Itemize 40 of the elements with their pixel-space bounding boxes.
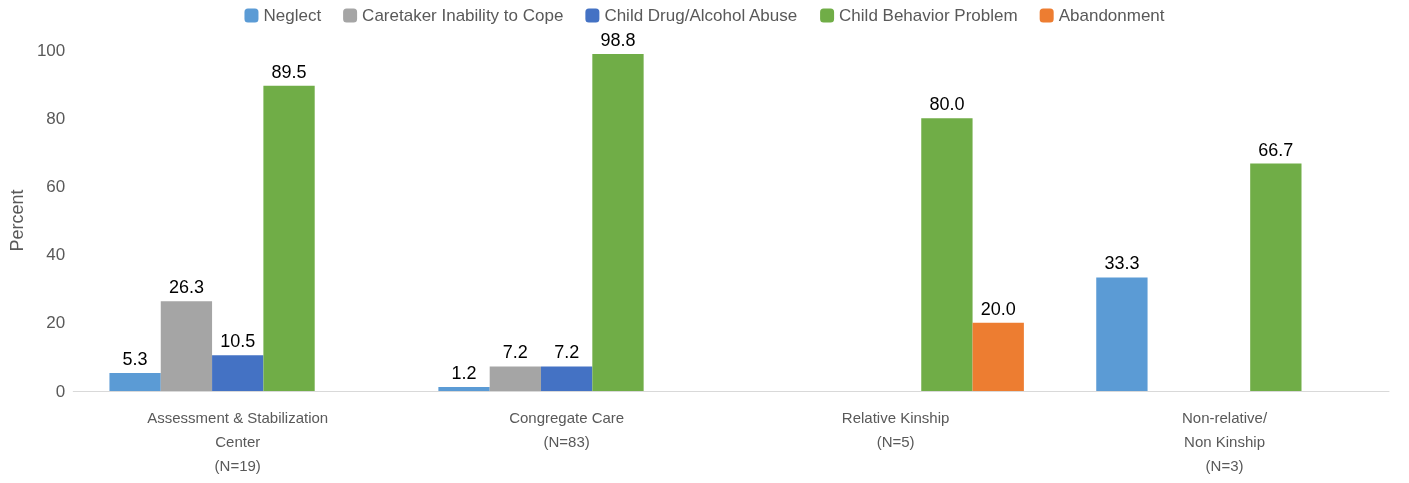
data-label: 1.2 (451, 362, 477, 383)
bar (263, 85, 315, 391)
y-tick-label: 40 (46, 245, 66, 265)
bar (541, 366, 593, 391)
x-tick-label: Congregate Care (N=83) (509, 408, 625, 450)
bar (212, 355, 264, 391)
data-label: 33.3 (1104, 253, 1140, 274)
legend-label: Caretaker Inability to Cope (362, 6, 564, 25)
bar (160, 301, 213, 391)
data-label: 7.2 (502, 342, 528, 363)
x-tick-label: Relative Kinship (N=5) (841, 408, 950, 450)
data-label: 66.7 (1258, 139, 1294, 160)
data-label: 80.0 (929, 94, 965, 115)
data-label: 10.5 (220, 331, 256, 352)
bar (489, 366, 542, 391)
legend-label: Abandonment (1058, 6, 1165, 25)
legend-label: Child Behavior Problem (839, 6, 1018, 25)
data-label: 5.3 (122, 348, 148, 369)
bar (109, 372, 161, 391)
y-tick-label: 60 (46, 176, 66, 196)
bar (921, 118, 973, 391)
data-label: 98.8 (600, 30, 636, 51)
y-tick-label: 0 (55, 381, 66, 401)
bar (438, 386, 490, 391)
y-tick-label: 100 (36, 40, 66, 60)
data-label: 89.5 (271, 61, 307, 82)
bar (1250, 163, 1302, 391)
x-tick-label: Non-relative/ Non Kinship (N=3) (1182, 408, 1268, 474)
data-label: 26.3 (168, 277, 204, 298)
data-label: 7.2 (554, 342, 580, 363)
data-label: 20.0 (980, 298, 1016, 319)
x-tick-label: Assessment & Stabilization Center (N=19) (147, 408, 329, 474)
bar (1096, 277, 1148, 391)
y-tick-label: 20 (46, 313, 66, 333)
y-axis-title: Percent (7, 189, 27, 252)
bar (972, 322, 1024, 391)
legend-label: Neglect (263, 6, 322, 25)
bar (592, 54, 644, 391)
legend-label: Child Drug/Alcohol Abuse (604, 6, 798, 25)
y-tick-label: 80 (46, 108, 66, 128)
